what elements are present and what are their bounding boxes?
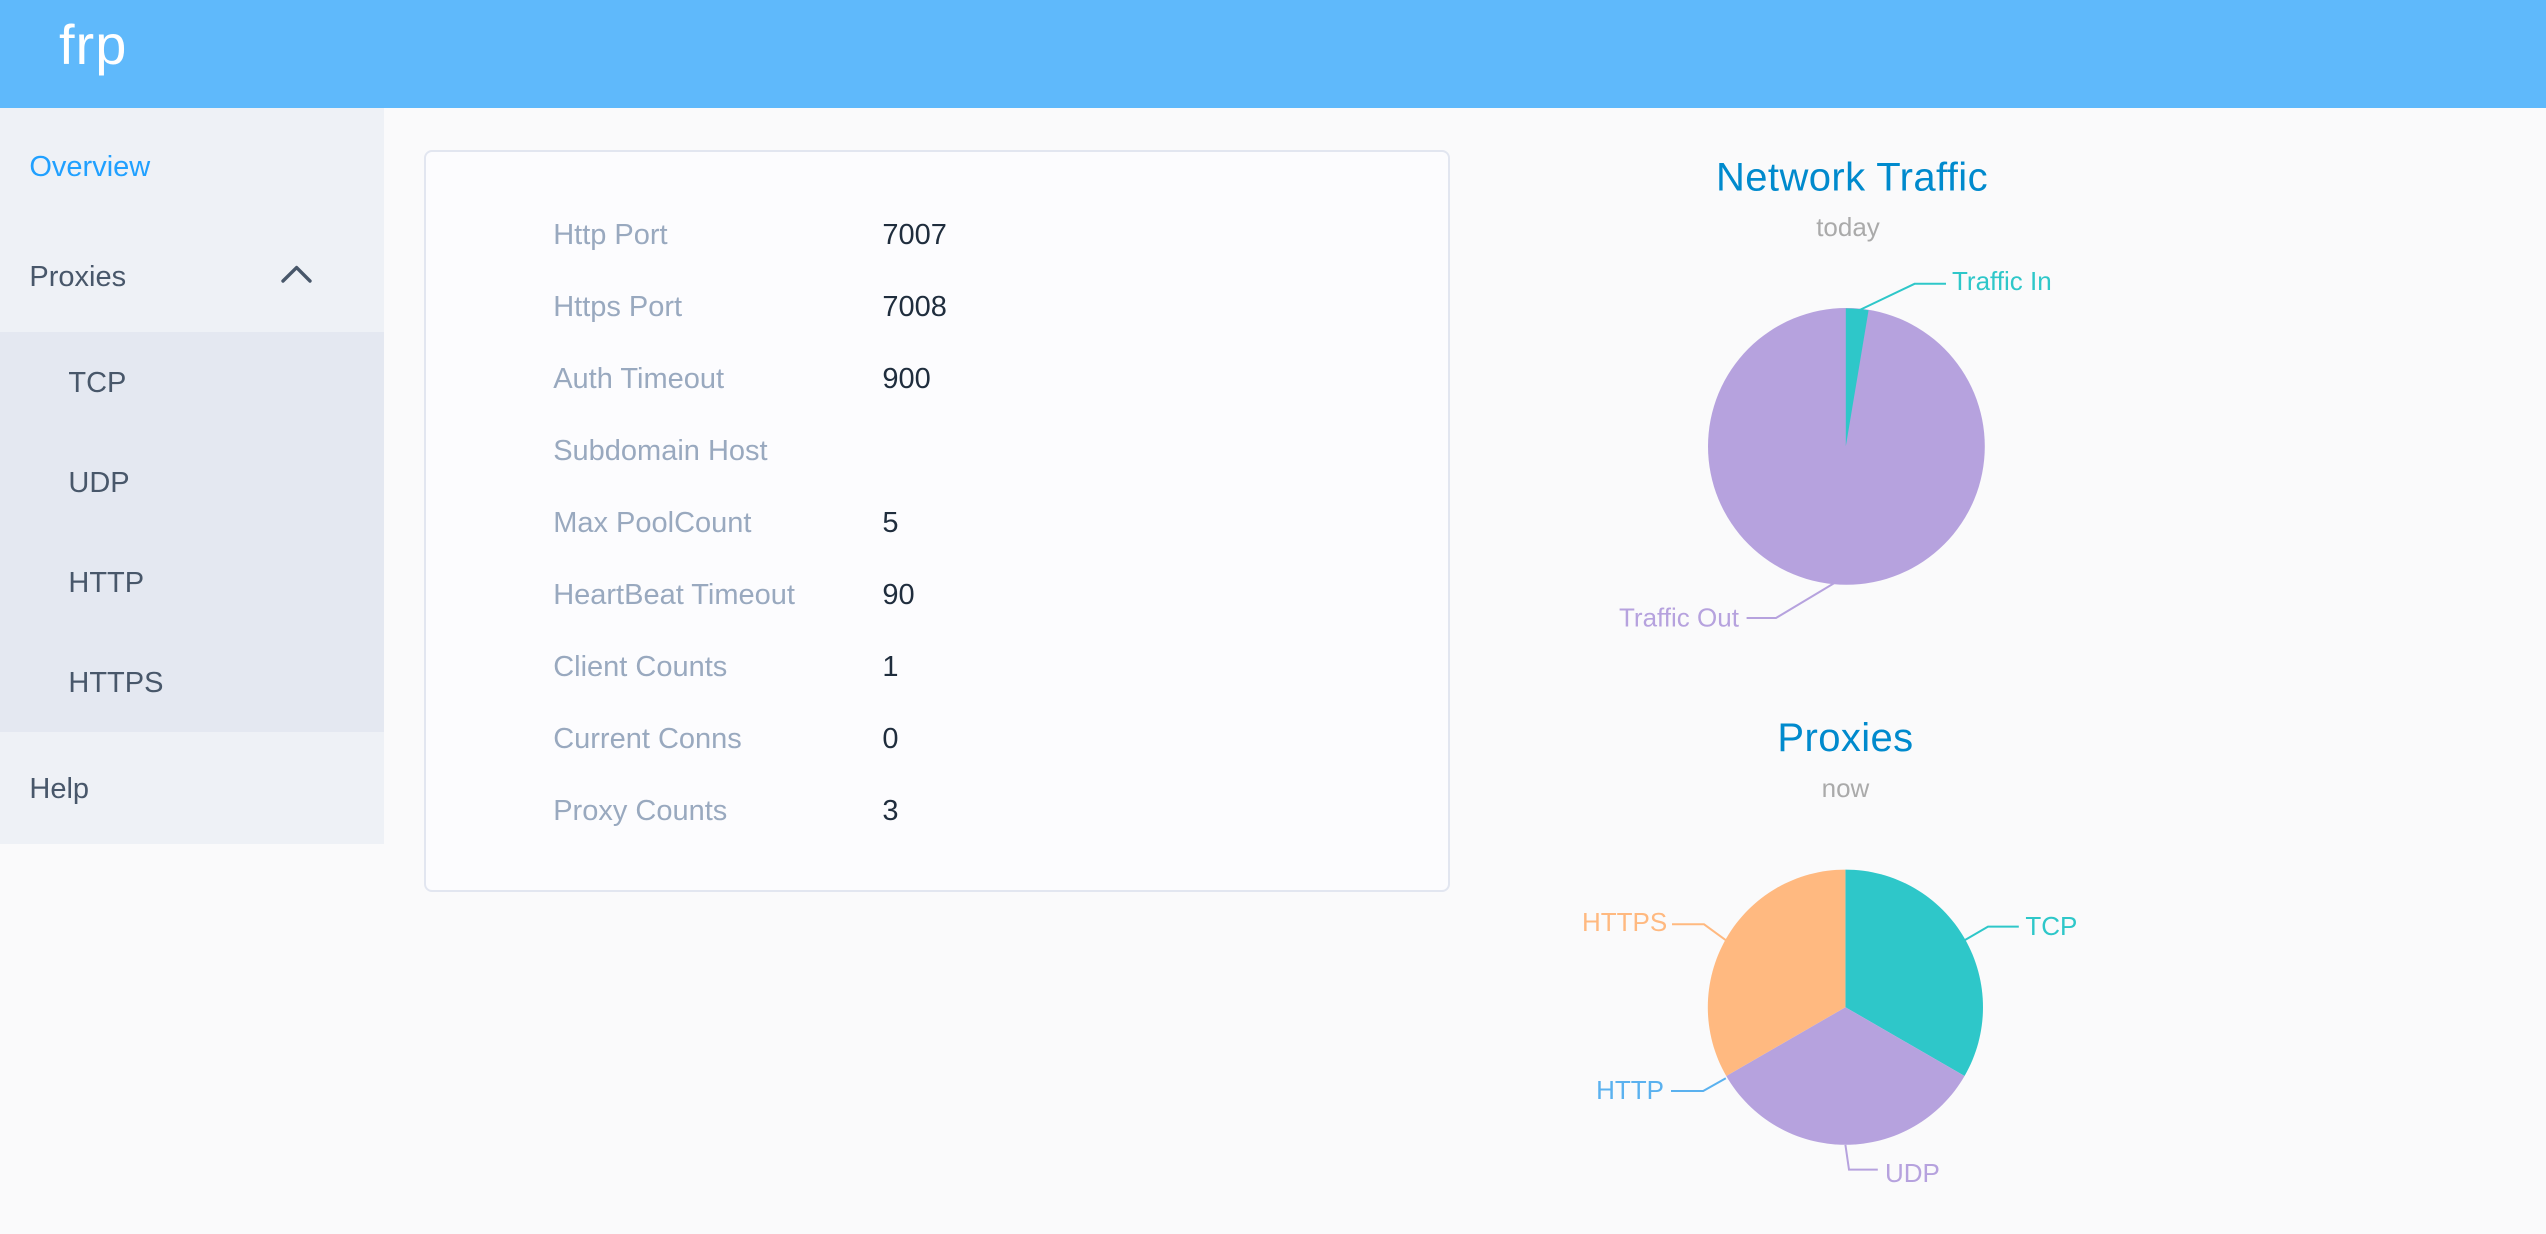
svg-text:HTTP: HTTP: [1596, 1075, 1664, 1105]
svg-text:Network Traffic: Network Traffic: [1716, 155, 1988, 199]
svg-text:today: today: [1816, 212, 1880, 242]
svg-text:HTTPS: HTTPS: [1582, 907, 1667, 937]
svg-text:TCP: TCP: [2025, 911, 2077, 941]
svg-text:Traffic Out: Traffic Out: [1619, 603, 1740, 633]
svg-text:UDP: UDP: [1885, 1158, 1940, 1188]
svg-text:Traffic In: Traffic In: [1952, 266, 2052, 296]
svg-text:Proxies: Proxies: [1777, 716, 1913, 760]
svg-text:now: now: [1822, 773, 1870, 803]
